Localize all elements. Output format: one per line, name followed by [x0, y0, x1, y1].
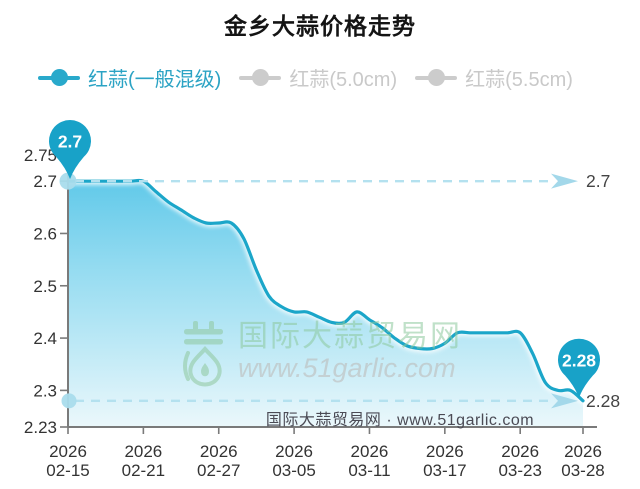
y-axis-label: 2.3 — [33, 381, 57, 400]
x-axis-label: 2026 03-23 — [498, 442, 541, 480]
footer-credit: 国际大蒜贸易网 · www.51garlic.com — [265, 412, 535, 429]
price-balloon-icon — [49, 120, 92, 180]
price-balloon-label: 2.28 — [562, 350, 596, 370]
price-line — [66, 178, 585, 403]
x-axis-label: 2026 02-15 — [46, 442, 89, 480]
y-axis-label: 2.5 — [33, 277, 57, 296]
area-fill — [68, 180, 583, 427]
legend-label: 红蒜(5.0cm) — [289, 69, 398, 91]
axis-reference-dot — [61, 393, 77, 409]
legend-label: 红蒜(5.5cm) — [465, 69, 573, 91]
legend-item-red-garlic-5-5cm[interactable]: 红蒜(5.5cm) — [415, 63, 573, 92]
line-dot-marker-icon — [239, 69, 282, 86]
price-balloon-icon — [558, 338, 600, 398]
x-axis-label: 2026 03-17 — [423, 442, 466, 480]
x-axis-label: 2026 02-21 — [122, 442, 165, 480]
chart-legend: 红蒜(一般混级) 红蒜(5.0cm) 红蒜(5.5cm) — [38, 63, 573, 92]
y-axis-label: 2.7 — [33, 172, 57, 191]
x-axis-label: 2026 02-27 — [197, 442, 240, 480]
arrow-right-icon — [551, 393, 578, 409]
y-axis-label: 2.75 — [24, 146, 57, 165]
x-axis-label: 2026 03-28 — [561, 442, 604, 480]
legend-label: 红蒜(一般混级) — [88, 69, 222, 91]
y-axis-label: 2.4 — [33, 329, 57, 348]
y-axis-label: 2.6 — [33, 224, 57, 243]
legend-item-red-garlic-5cm[interactable]: 红蒜(5.0cm) — [239, 63, 397, 92]
line-dot-marker-icon — [38, 69, 80, 86]
x-axis-label: 2026 03-11 — [348, 442, 390, 480]
price-balloon-label: 2.7 — [58, 132, 82, 152]
legend-item-red-garlic-mixed[interactable]: 红蒜(一般混级) — [38, 63, 221, 92]
reference-line-label: 2.28 — [586, 391, 620, 411]
y-axis-label: 2.23 — [24, 418, 57, 437]
series-start-dot — [59, 172, 77, 190]
reference-line-label: 2.7 — [586, 171, 610, 191]
arrow-right-icon — [551, 173, 578, 189]
x-axis-label: 2026 03-05 — [272, 442, 315, 480]
chart-title: 金乡大蒜价格走势 — [224, 13, 416, 39]
line-dot-marker-icon — [415, 69, 458, 86]
